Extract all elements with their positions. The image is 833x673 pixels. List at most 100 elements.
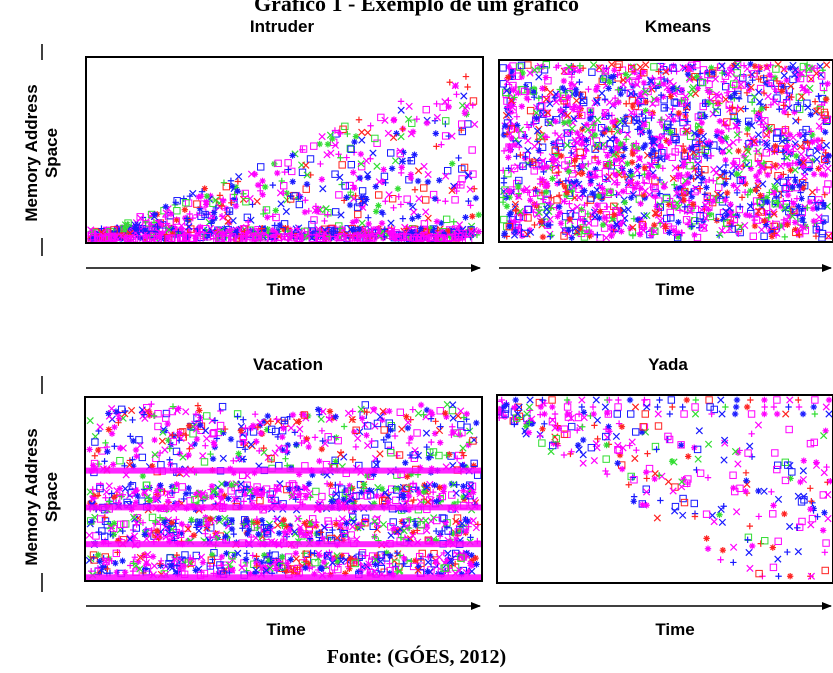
- data-point: [756, 168, 763, 176]
- data-point: [379, 407, 387, 416]
- data-point: [578, 111, 586, 120]
- data-point: [395, 451, 404, 459]
- data-point: [351, 428, 358, 436]
- data-point: [129, 567, 137, 575]
- data-point: [725, 125, 733, 133]
- data-point: [590, 410, 597, 418]
- data-point: [153, 527, 161, 535]
- data-point: [132, 488, 140, 495]
- data-point: [130, 437, 137, 445]
- data-point: [390, 116, 398, 123]
- data-point: [697, 111, 705, 120]
- data-point: [312, 487, 320, 496]
- data-point: [563, 141, 572, 149]
- data-point: [311, 520, 319, 529]
- data-point: [180, 495, 187, 503]
- data-point: [186, 210, 193, 218]
- data-point: [651, 157, 659, 166]
- data-point: [380, 166, 387, 173]
- data-point: [247, 425, 255, 432]
- data-point: [560, 119, 568, 126]
- data-point: [715, 183, 723, 191]
- data-point: [255, 530, 262, 538]
- data-point: [247, 440, 255, 449]
- data-point: [564, 111, 572, 120]
- data-point: [738, 194, 746, 201]
- data-point: [379, 416, 386, 424]
- data-point: [763, 142, 771, 150]
- data-point: [199, 559, 207, 566]
- data-point: [564, 156, 572, 165]
- data-point: [423, 483, 430, 490]
- data-point: [575, 445, 583, 454]
- data-point: [375, 522, 382, 529]
- data-point: [783, 154, 791, 162]
- data-point: [468, 482, 477, 490]
- data-point: [238, 564, 246, 572]
- data-point: [292, 567, 301, 575]
- data-point: [412, 521, 419, 529]
- data-point: [744, 117, 753, 126]
- data-point: [705, 206, 712, 213]
- data-point: [722, 175, 730, 182]
- data-point: [578, 91, 587, 99]
- data-point: [735, 147, 742, 155]
- data-point: [541, 420, 548, 428]
- data-point: [575, 410, 583, 418]
- data-point: [179, 234, 187, 243]
- data-point: [352, 426, 360, 434]
- data-point: [555, 179, 563, 186]
- data-point: [722, 197, 729, 204]
- data-point: [746, 202, 755, 210]
- data-point: [432, 527, 440, 535]
- data-point: [725, 147, 733, 155]
- data-point: [403, 225, 410, 232]
- data-point: [258, 490, 266, 497]
- data-point: [619, 76, 627, 84]
- data-point: [216, 421, 225, 430]
- data-point: [594, 231, 601, 239]
- data-point: [372, 183, 379, 190]
- data-point: [504, 169, 512, 178]
- data-point: [138, 453, 147, 462]
- data-point: [790, 148, 797, 155]
- data-point: [102, 494, 109, 501]
- data-point: [547, 233, 554, 240]
- data-point: [190, 532, 198, 539]
- data-point: [96, 484, 104, 493]
- data-point: [390, 557, 398, 565]
- data-point: [742, 211, 750, 219]
- data-point: [822, 171, 829, 179]
- data-point: [552, 140, 559, 147]
- data-point: [198, 188, 206, 195]
- data-point: [729, 104, 736, 111]
- data-point: [595, 159, 602, 166]
- data-point: [688, 223, 695, 230]
- data-point: [595, 169, 603, 178]
- data-point: [506, 223, 513, 230]
- data-point: [713, 108, 721, 116]
- data-point: [586, 115, 594, 123]
- data-point: [824, 232, 833, 240]
- data-point: [584, 229, 592, 236]
- data-point: [613, 181, 621, 188]
- data-point: [399, 125, 406, 133]
- data-point: [161, 519, 168, 526]
- data-point: [641, 171, 648, 178]
- data-point: [606, 428, 613, 435]
- data-point: [699, 175, 706, 182]
- data-point: [450, 530, 457, 537]
- data-point: [628, 77, 637, 85]
- data-point: [415, 195, 423, 203]
- data-point: [590, 219, 599, 227]
- data-point: [340, 423, 348, 430]
- data-point: [616, 117, 624, 125]
- data-point: [295, 515, 303, 522]
- data-point: [755, 88, 763, 96]
- data-point: [407, 434, 414, 442]
- data-point: [343, 154, 350, 161]
- data-point: [387, 426, 394, 434]
- data-point: [328, 559, 337, 567]
- data-point: [253, 197, 261, 205]
- data-point: [802, 223, 809, 230]
